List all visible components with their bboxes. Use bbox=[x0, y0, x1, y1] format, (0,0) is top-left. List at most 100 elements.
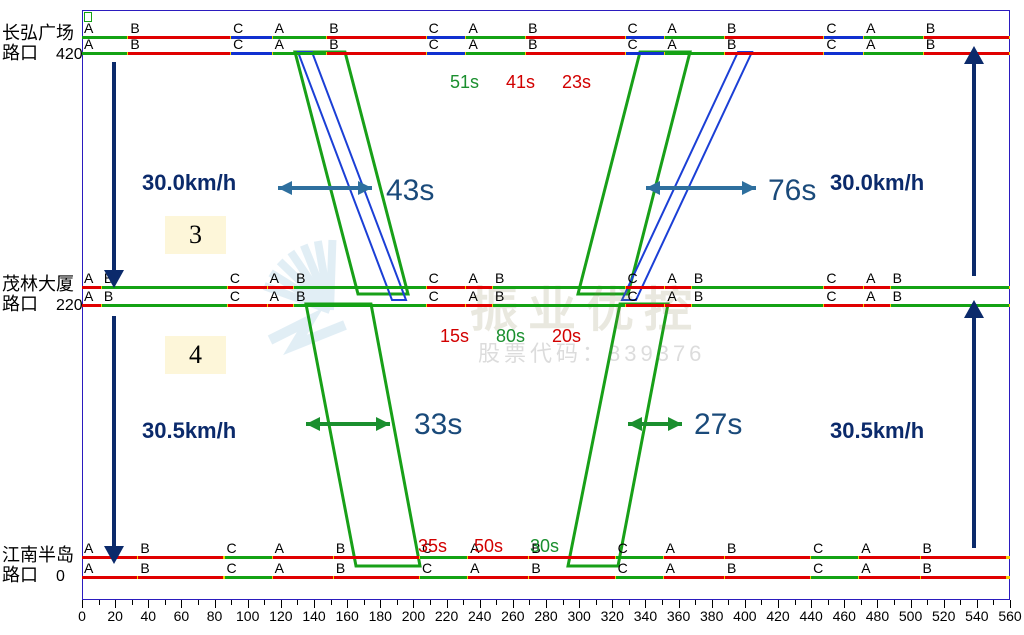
xtick-label: 360 bbox=[667, 608, 690, 624]
xtick-minor bbox=[861, 600, 862, 605]
i1-bot-seg-label: C bbox=[429, 36, 439, 52]
i3-bot-seg bbox=[921, 576, 1006, 579]
xtick-minor bbox=[761, 600, 762, 605]
i2-top-seg-label: C bbox=[230, 270, 240, 286]
i1-bot-seg bbox=[273, 52, 327, 55]
xtick-mark bbox=[215, 600, 216, 608]
xtick-label: 500 bbox=[899, 608, 922, 624]
i3-bot-seg bbox=[616, 576, 663, 579]
i2-top-seg-label: A bbox=[667, 270, 676, 286]
xtick-mark bbox=[380, 600, 381, 608]
xtick-mark bbox=[115, 600, 116, 608]
dir-arrow-head-0 bbox=[104, 270, 124, 288]
xtick-mark bbox=[148, 600, 149, 608]
i2-bot-seg-label: B bbox=[694, 288, 703, 304]
xtick-mark bbox=[314, 600, 315, 608]
xtick-minor bbox=[828, 600, 829, 605]
xtick-label: 340 bbox=[634, 608, 657, 624]
xtick-minor bbox=[993, 600, 994, 605]
i2-top-seg-label: C bbox=[826, 270, 836, 286]
xtick-mark bbox=[811, 600, 812, 608]
xtick-mark bbox=[347, 600, 348, 608]
xtick-minor bbox=[99, 600, 100, 605]
i2-bot-seg-label: A bbox=[84, 288, 93, 304]
xtick-label: 0 bbox=[78, 608, 86, 624]
xtick-mark bbox=[413, 600, 414, 608]
i3-bot-seg bbox=[468, 576, 528, 579]
xtick-label: 180 bbox=[369, 608, 392, 624]
xtick-mark bbox=[911, 600, 912, 608]
timing-i1-2: 23s bbox=[562, 72, 591, 93]
i1-bot-seg-label: B bbox=[926, 36, 935, 52]
i1-top-seg-label: A bbox=[667, 20, 676, 36]
i2-top-seg-label: C bbox=[628, 270, 638, 286]
i1-bot-seg-label: B bbox=[727, 36, 736, 52]
xtick-minor bbox=[596, 600, 597, 605]
i1-top-seg-label: C bbox=[826, 20, 836, 36]
ylabel-i3: 江南半岛路口 bbox=[2, 546, 78, 586]
i1-top-seg-label: A bbox=[866, 20, 875, 36]
i3-top-seg bbox=[811, 556, 858, 559]
xtick-label: 60 bbox=[174, 608, 190, 624]
i1-top-seg bbox=[725, 36, 823, 39]
segment-number-1: 4 bbox=[165, 336, 226, 374]
timing-i3-1: 50s bbox=[474, 536, 503, 557]
xtick-minor bbox=[795, 600, 796, 605]
i3-top-seg bbox=[664, 556, 724, 559]
i3-top-seg-label: C bbox=[227, 540, 237, 556]
i1-top-seg bbox=[924, 36, 1009, 39]
ydist-i2: 220 bbox=[56, 297, 83, 315]
i2-bot-seg bbox=[665, 304, 691, 307]
xtick-mark bbox=[712, 600, 713, 608]
xtick-label: 40 bbox=[140, 608, 156, 624]
xtick-mark bbox=[977, 600, 978, 608]
i1-bot-seg bbox=[466, 52, 525, 55]
xtick-minor bbox=[563, 600, 564, 605]
xtick-minor bbox=[960, 600, 961, 605]
xtick-mark bbox=[579, 600, 580, 608]
speed-label-2: 30.5km/h bbox=[142, 418, 236, 444]
i1-top-seg-label: B bbox=[926, 20, 935, 36]
i1-bot-seg bbox=[128, 52, 230, 55]
xtick-mark bbox=[513, 600, 514, 608]
xtick-mark bbox=[612, 600, 613, 608]
i3-top-seg bbox=[921, 556, 1006, 559]
dir-arrow-1 bbox=[112, 316, 116, 548]
xtick-minor bbox=[894, 600, 895, 605]
i3-bot-seg-label: A bbox=[470, 560, 479, 576]
dir-arrow-head-1 bbox=[104, 546, 124, 564]
i2-top-seg bbox=[891, 286, 1009, 289]
timing-i2-2: 20s bbox=[552, 326, 581, 347]
i3-top-seg-label: A bbox=[861, 540, 870, 556]
dir-arrow-head-3 bbox=[964, 300, 984, 318]
xtick-mark bbox=[181, 600, 182, 608]
i1-bot-seg-label: B bbox=[329, 36, 338, 52]
i3-top-seg bbox=[138, 556, 223, 559]
i3-top-seg-label: B bbox=[923, 540, 932, 556]
bandwidth-label-0: 43s bbox=[386, 174, 434, 208]
xtick-label: 420 bbox=[766, 608, 789, 624]
xtick-minor bbox=[231, 600, 232, 605]
i1-top-seg-label: A bbox=[275, 20, 284, 36]
i1-bot-seg bbox=[824, 52, 863, 55]
bandwidth-label-1: 76s bbox=[768, 174, 816, 208]
xtick-mark bbox=[82, 600, 83, 608]
xtick-mark bbox=[778, 600, 779, 608]
xtick-minor bbox=[430, 600, 431, 605]
i2-bot-seg bbox=[466, 304, 492, 307]
xtick-mark bbox=[745, 600, 746, 608]
i2-bot-seg bbox=[228, 304, 267, 307]
i2-top-seg-label: B bbox=[893, 270, 902, 286]
i1-bot-seg bbox=[864, 52, 923, 55]
i2-bot-seg bbox=[268, 304, 294, 307]
i1-top-seg bbox=[526, 36, 624, 39]
dir-arrow-3 bbox=[972, 316, 976, 548]
timing-i2-1: 80s bbox=[496, 326, 525, 347]
i2-bot-seg-label: B bbox=[296, 288, 305, 304]
i3-bot-seg-label: C bbox=[422, 560, 432, 576]
bandwidth-label-3: 27s bbox=[694, 408, 742, 442]
i3-bot-seg-label: B bbox=[336, 560, 345, 576]
xtick-label: 440 bbox=[799, 608, 822, 624]
timing-i3-2: 30s bbox=[530, 536, 559, 557]
i1-top-seg bbox=[128, 36, 230, 39]
